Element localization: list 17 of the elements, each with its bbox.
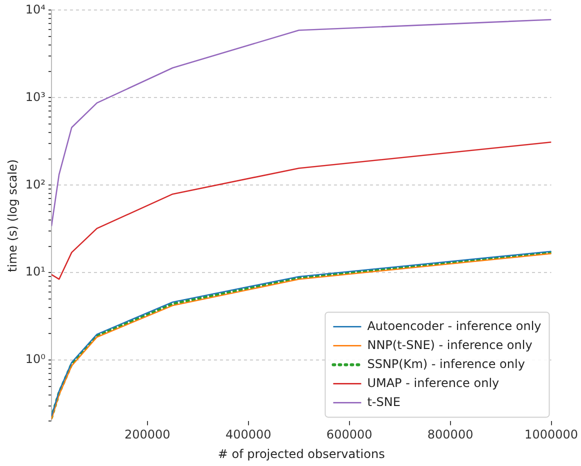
legend-label: NNP(t-SNE) - inference only — [367, 338, 532, 352]
x-tick-label: 200000 — [124, 428, 170, 442]
x-tick-label: 600000 — [326, 428, 372, 442]
x-tick-label: 800000 — [427, 428, 474, 442]
legend-label: UMAP - inference only — [367, 376, 500, 390]
y-tick-label: 10⁴ — [25, 2, 46, 16]
y-tick-label: 10⁰ — [25, 352, 46, 366]
y-tick-label: 10² — [25, 177, 46, 192]
x-tick-label: 400000 — [225, 428, 272, 442]
x-axis-title: # of projected observations — [218, 446, 385, 461]
y-tick-label: 10³ — [25, 90, 46, 104]
legend-label: t-SNE — [367, 394, 400, 409]
y-tick-label: 10¹ — [25, 264, 46, 279]
legend-label: Autoencoder - inference only — [367, 318, 542, 333]
legend-label: SSNP(Km) - inference only — [367, 356, 525, 371]
y-axis-title: time (s) (log scale) — [5, 159, 20, 272]
x-tick-label: 1000000 — [524, 428, 578, 442]
